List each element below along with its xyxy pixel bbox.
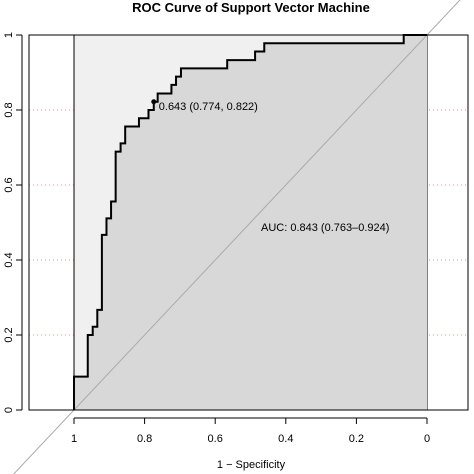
- x-axis-label: 1 − Specificity: [217, 459, 286, 471]
- x-axis: 1 0.8 0.6 0.4 0.2 0: [71, 417, 430, 445]
- x-tick-label: 0.6: [208, 433, 223, 445]
- y-tick-label: 0.4: [3, 252, 15, 267]
- x-tick-label: 0.8: [137, 433, 152, 445]
- x-tick-label: 0.4: [278, 433, 293, 445]
- y-tick-label: 1: [3, 32, 15, 38]
- y-tick-label: 0.8: [3, 102, 15, 117]
- y-tick-label: 0.6: [3, 177, 15, 192]
- y-tick-label: 0: [3, 407, 15, 413]
- threshold-annotation: 0.643 (0.774, 0.822): [159, 101, 258, 113]
- chance-diagonal: [3, 0, 474, 474]
- x-tick-label: 0.2: [349, 433, 364, 445]
- optimal-threshold-point: [151, 99, 157, 105]
- x-tick-label: 1: [71, 433, 77, 445]
- y-tick-label: 0.2: [3, 327, 15, 342]
- y-axis: 0 0.2 0.4 0.6 0.8 1: [3, 32, 23, 413]
- roc-curve-line: [73, 34, 427, 410]
- chart-title: ROC Curve of Support Vector Machine: [132, 0, 370, 15]
- plot-frame: [28, 34, 469, 411]
- x-tick-label: 0: [424, 433, 430, 445]
- auc-annotation: AUC: 0.843 (0.763–0.924): [261, 222, 389, 234]
